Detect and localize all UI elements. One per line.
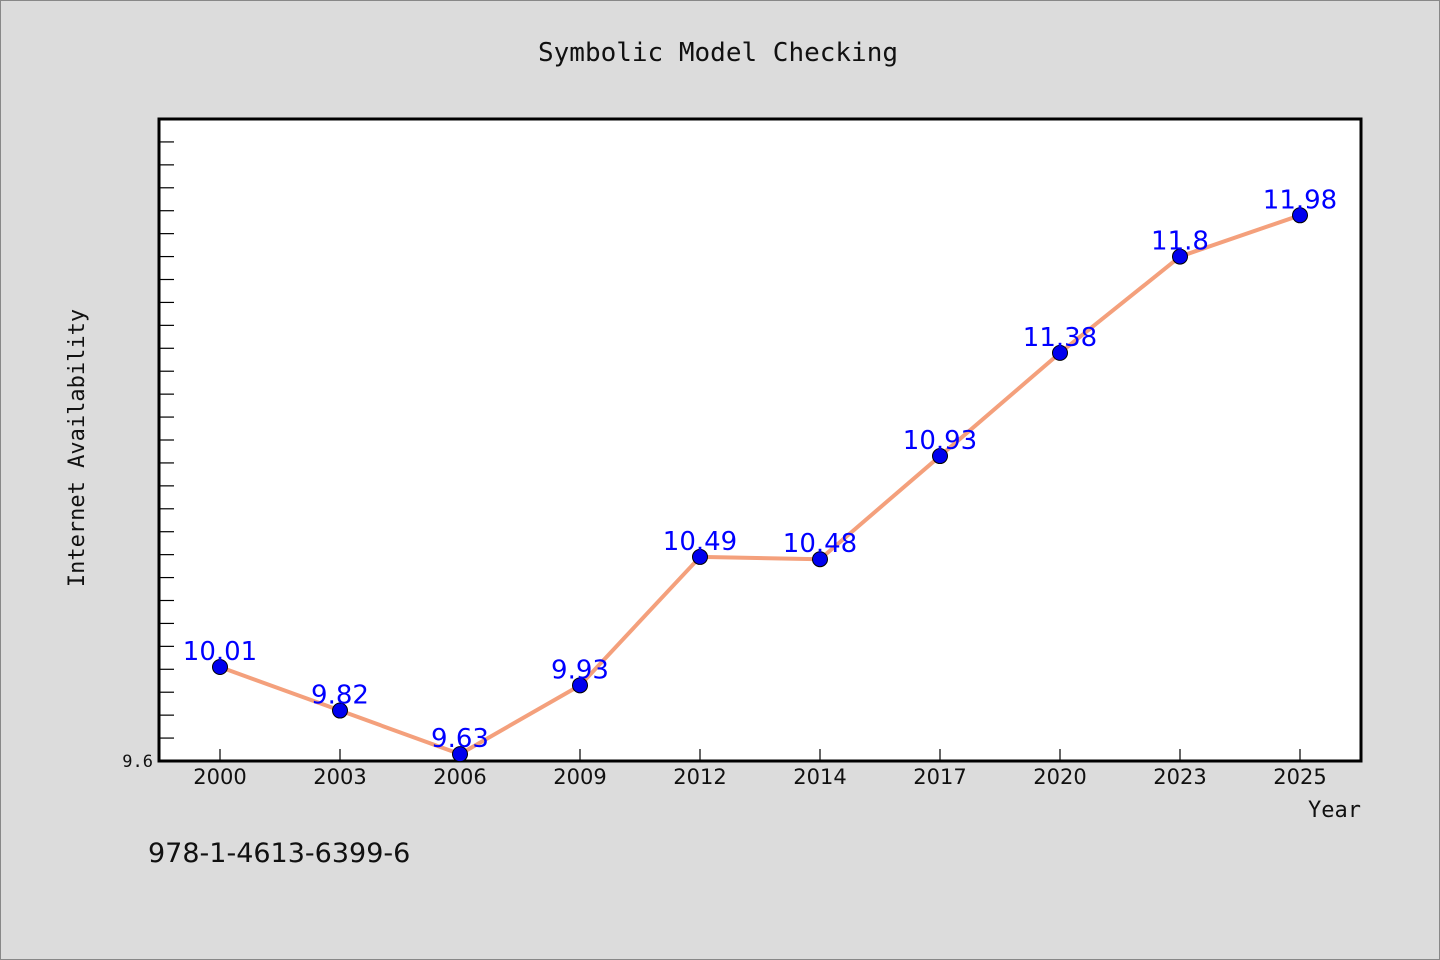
x-tick-label: 2020	[1033, 765, 1086, 789]
data-label: 11.38	[1023, 323, 1097, 353]
data-label: 10.93	[903, 426, 977, 456]
x-axis-label: Year	[1308, 798, 1361, 823]
y-axis-ticks	[159, 118, 174, 762]
data-point	[332, 702, 348, 719]
y-tick-label: 9.6	[122, 752, 153, 772]
x-tick-label: 2023	[1153, 765, 1206, 789]
x-tick-label: 2017	[913, 765, 966, 789]
y-axis-label: Internet Availability	[65, 309, 90, 587]
data-label: 10.48	[783, 529, 857, 559]
data-label: 9.93	[551, 655, 609, 685]
data-label: 10.49	[663, 527, 737, 557]
data-markers	[212, 207, 1308, 763]
x-tick-label: 2014	[793, 765, 846, 789]
y-axis-tick-labels: 9.6	[122, 752, 153, 772]
data-point	[1292, 207, 1308, 224]
data-point	[1052, 344, 1068, 361]
data-label: 9.63	[431, 724, 489, 754]
data-label: 11.98	[1263, 185, 1337, 215]
data-point	[572, 677, 588, 694]
data-point	[212, 658, 228, 675]
data-point	[932, 448, 948, 465]
data-point	[692, 548, 708, 565]
x-tick-label: 2012	[673, 765, 726, 789]
series-line-group	[219, 213, 1301, 757]
data-point	[812, 551, 828, 568]
x-tick-label: 2009	[553, 765, 606, 789]
x-axis-tick-labels: 2000 2003 2006 2009 2012 2014 2017 2020 2023 2025	[193, 765, 1326, 789]
data-point	[452, 746, 468, 763]
data-point	[1172, 248, 1188, 265]
x-tick-label: 2006	[433, 765, 486, 789]
data-label: 11.8	[1151, 227, 1209, 257]
chart-title: Symbolic Model Checking	[538, 38, 898, 68]
data-label: 9.82	[311, 681, 369, 711]
isbn-text: 978-1-4613-6399-6	[148, 838, 410, 869]
data-labels: 10.01 9.82 9.63 9.93 10.49 10.48 10.93 11.38 11.…	[183, 185, 1337, 754]
series-line	[219, 213, 1301, 757]
x-tick-label: 2000	[193, 765, 246, 789]
data-label: 10.01	[183, 637, 257, 667]
x-axis-ticks	[219, 749, 1301, 761]
x-tick-label: 2003	[313, 765, 366, 789]
x-tick-label: 2025	[1273, 765, 1326, 789]
plot-area	[157, 117, 1363, 763]
